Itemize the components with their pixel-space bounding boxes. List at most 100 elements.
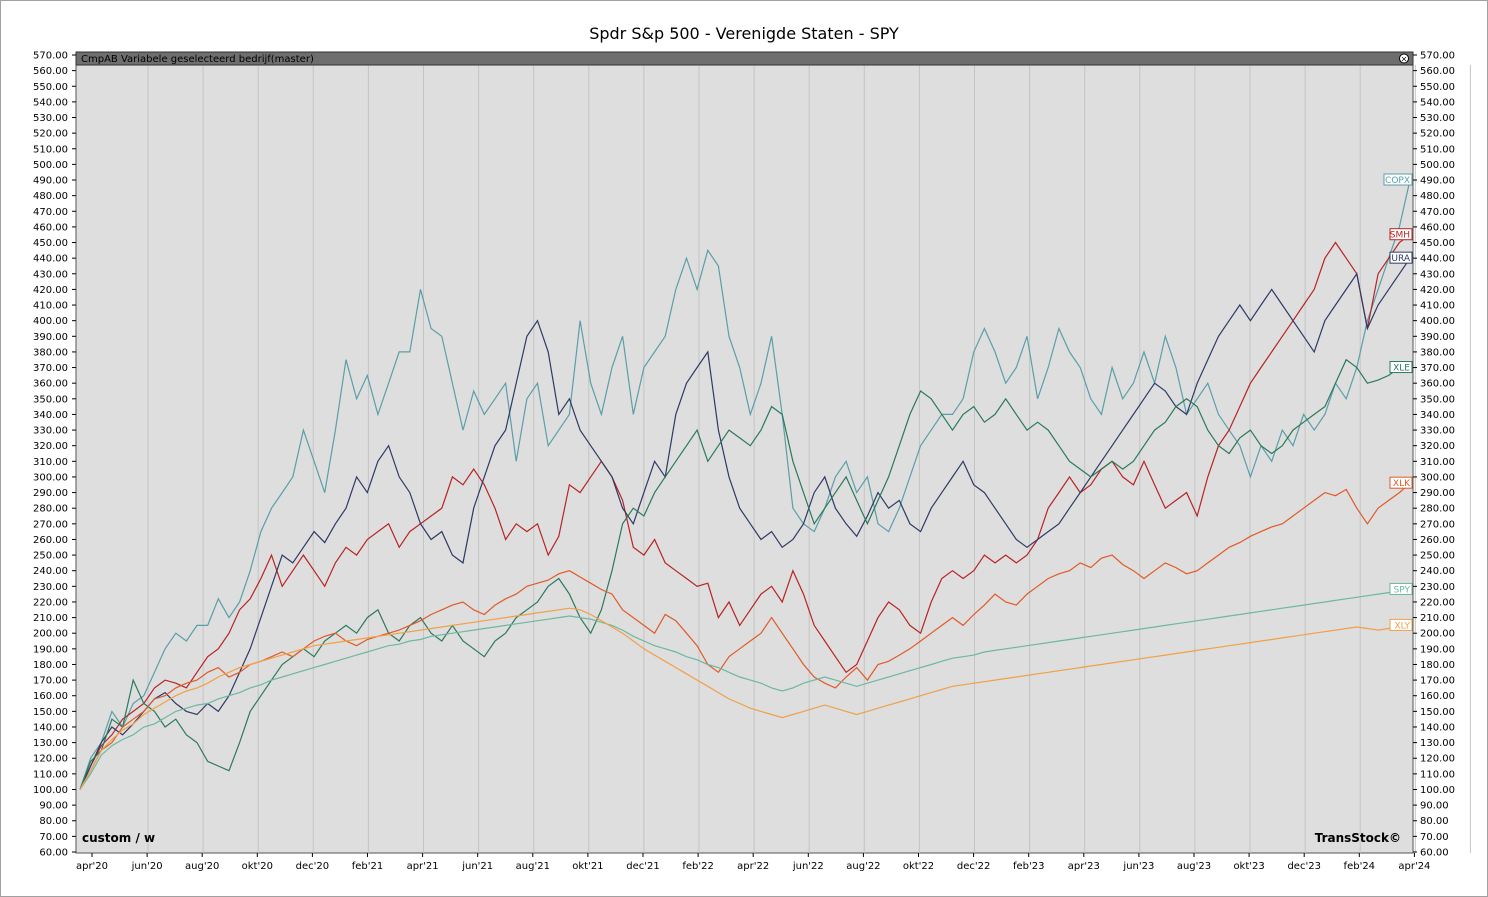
y-tick-label-right: 470.00 [1420, 207, 1455, 218]
y-tick-label-left: 540.00 [33, 97, 68, 108]
series-label-copx: COPX [1383, 173, 1413, 186]
y-tick-label-right: 560.00 [1420, 66, 1455, 77]
y-tick-label-left: 370.00 [33, 363, 68, 374]
y-tick-label-right: 250.00 [1420, 551, 1455, 562]
y-tick-label-left: 190.00 [33, 644, 68, 655]
y-tick-label-left: 260.00 [33, 535, 68, 546]
y-tick-label-left: 510.00 [33, 144, 68, 155]
y-tick-label-left: 350.00 [33, 394, 68, 405]
series-label-xlk: XLK [1389, 476, 1413, 489]
y-tick-label-right: 490.00 [1420, 176, 1455, 187]
y-tick-label-right: 410.00 [1420, 301, 1455, 312]
y-tick-label-left: 120.00 [33, 754, 68, 765]
gridlines [147, 65, 1471, 853]
x-tick-label: apr'21 [407, 861, 439, 872]
x-tick-label: dec'21 [626, 861, 659, 872]
series-label-xle: XLE [1389, 361, 1413, 374]
y-tick-label-right: 360.00 [1420, 379, 1455, 390]
y-tick-label-left: 550.00 [33, 82, 68, 93]
y-tick-label-right: 170.00 [1420, 676, 1455, 687]
x-tick-label: feb'23 [1013, 861, 1045, 872]
series-label-text: SMH [1390, 231, 1410, 241]
transstock-watermark: TransStock© [1315, 831, 1401, 845]
series-line-xlk [79, 482, 1411, 790]
x-axis: apr'20 jun'20 aug'20 okt'20 dec'20 feb'21 apr'… [76, 853, 1430, 872]
y-tick-label-right: 350.00 [1420, 394, 1455, 405]
y-tick-label-right: 90.00 [1420, 801, 1449, 812]
y-tick-label-left: 500.00 [33, 160, 68, 171]
y-tick-label-right: 180.00 [1420, 660, 1455, 671]
y-tick-label-right: 310.00 [1420, 457, 1455, 468]
y-tick-label-right: 500.00 [1420, 160, 1455, 171]
series-label-text: SPY [1394, 585, 1411, 595]
x-tick-label: feb'21 [352, 861, 384, 872]
series-label-spy: SPY [1389, 582, 1413, 595]
series-line-ura [79, 257, 1411, 790]
x-tick-label: apr'22 [737, 861, 769, 872]
y-tick-label-left: 150.00 [33, 707, 68, 718]
y-tick-label-left: 100.00 [33, 785, 68, 796]
x-tick-label: okt'23 [1233, 861, 1264, 872]
y-tick-label-left: 140.00 [33, 722, 68, 733]
y-tick-label-left: 130.00 [33, 738, 68, 749]
y-tick-label-left: 290.00 [33, 488, 68, 499]
x-tick-label: dec'23 [1287, 861, 1320, 872]
y-tick-label-right: 300.00 [1420, 472, 1455, 483]
x-tick-label: apr'20 [76, 861, 108, 872]
y-tick-label-right: 380.00 [1420, 347, 1455, 358]
series-line-smh [79, 234, 1411, 790]
series-label-smh: SMH [1389, 228, 1413, 241]
y-tick-label-left: 420.00 [33, 285, 68, 296]
y-tick-label-left: 390.00 [33, 332, 68, 343]
y-tick-label-left: 520.00 [33, 129, 68, 140]
x-tick-label: jun'23 [1122, 861, 1154, 872]
custom-period-label: custom / w [82, 831, 155, 845]
y-tick-label-left: 60.00 [39, 848, 68, 859]
y-tick-label-left: 530.00 [33, 113, 68, 124]
y-tick-label-right: 150.00 [1420, 707, 1455, 718]
y-tick-label-left: 170.00 [33, 676, 68, 687]
y-axis-left: 60.00 70.00 80.00 90.00 100.00 110.00 120.00 13… [33, 51, 76, 859]
x-tick-label: okt'22 [903, 861, 934, 872]
y-tick-label-left: 410.00 [33, 301, 68, 312]
y-tick-label-left: 230.00 [33, 582, 68, 593]
y-tick-label-left: 560.00 [33, 66, 68, 77]
y-tick-label-left: 180.00 [33, 660, 68, 671]
y-tick-label-left: 110.00 [33, 769, 68, 780]
y-tick-label-right: 420.00 [1420, 285, 1455, 296]
y-tick-label-left: 480.00 [33, 191, 68, 202]
plot-background [75, 51, 1414, 854]
y-tick-label-right: 240.00 [1420, 566, 1455, 577]
y-tick-label-right: 70.00 [1420, 832, 1449, 843]
series-label-text: XLK [1393, 479, 1411, 489]
y-tick-label-left: 270.00 [33, 519, 68, 530]
series-label-text: COPX [1385, 176, 1410, 186]
y-tick-label-right: 230.00 [1420, 582, 1455, 593]
y-tick-label-left: 440.00 [33, 254, 68, 265]
y-tick-label-left: 250.00 [33, 551, 68, 562]
y-tick-label-right: 460.00 [1420, 222, 1455, 233]
y-tick-label-right: 320.00 [1420, 441, 1455, 452]
chart-title: Spdr S&p 500 - Verenigde Staten - SPY [589, 24, 899, 43]
panel-close-icon[interactable]: × [1399, 53, 1409, 64]
series-line-xly [79, 607, 1411, 790]
x-tick-label: aug'23 [1177, 861, 1211, 872]
panel-header-bar [75, 51, 1414, 66]
y-tick-label-right: 510.00 [1420, 144, 1455, 155]
y-tick-label-right: 130.00 [1420, 738, 1455, 749]
y-tick-label-right: 140.00 [1420, 722, 1455, 733]
x-tick-label: okt'21 [572, 861, 603, 872]
y-tick-label-left: 310.00 [33, 457, 68, 468]
y-tick-label-right: 270.00 [1420, 519, 1455, 530]
x-tick-label: apr'24 [1398, 861, 1430, 872]
series-line-spy [79, 588, 1411, 790]
x-tick-label: okt'20 [242, 861, 273, 872]
y-tick-label-right: 280.00 [1420, 504, 1455, 515]
x-tick-label: aug'20 [185, 861, 219, 872]
y-tick-label-left: 160.00 [33, 691, 68, 702]
y-tick-label-left: 570.00 [33, 51, 68, 62]
x-tick-label: feb'22 [682, 861, 714, 872]
series-label-ura: URA [1389, 251, 1413, 264]
series-line-copx [79, 179, 1411, 790]
x-tick-label: jun'20 [131, 861, 163, 872]
